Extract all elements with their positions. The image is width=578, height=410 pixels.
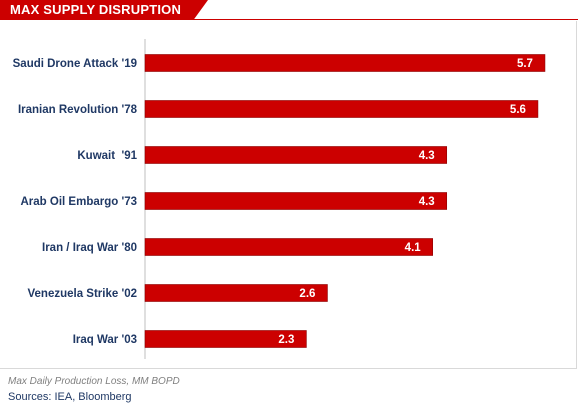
bar <box>144 238 433 256</box>
sources-text: Sources: IEA, Bloomberg <box>8 391 132 403</box>
value-label: 5.7 <box>517 58 533 70</box>
value-label: 4.1 <box>405 242 422 254</box>
footnote: Max Daily Production Loss, MM BOPD <box>8 376 180 387</box>
plot-frame <box>0 21 577 369</box>
category-label: Arab Oil Embargo '73 <box>21 196 138 208</box>
bar-chart: Saudi Drone Attack '19 5.7 Iranian Revolut… <box>13 39 546 359</box>
category-label: Iranian Revolution '78 <box>18 104 138 116</box>
title-banner <box>0 0 208 20</box>
category-label: Kuwait '91 <box>77 150 137 162</box>
bar <box>144 330 307 348</box>
value-label: 5.6 <box>510 104 526 116</box>
chart-title: MAX SUPPLY DISRUPTION <box>10 2 182 17</box>
bar <box>144 192 448 210</box>
value-label: 4.3 <box>419 196 435 208</box>
category-label: Saudi Drone Attack '19 <box>13 58 137 70</box>
value-label: 4.3 <box>419 150 435 162</box>
bar <box>144 146 448 164</box>
bar <box>144 54 546 72</box>
category-label: Venezuela Strike '02 <box>28 288 138 300</box>
value-label: 2.3 <box>278 334 294 346</box>
bar <box>144 100 539 118</box>
value-label: 2.6 <box>299 288 315 300</box>
bar <box>144 284 328 302</box>
category-label: Iraq War '03 <box>73 334 137 346</box>
category-label: Iran / Iraq War '80 <box>42 242 137 254</box>
title-rule <box>0 19 578 20</box>
